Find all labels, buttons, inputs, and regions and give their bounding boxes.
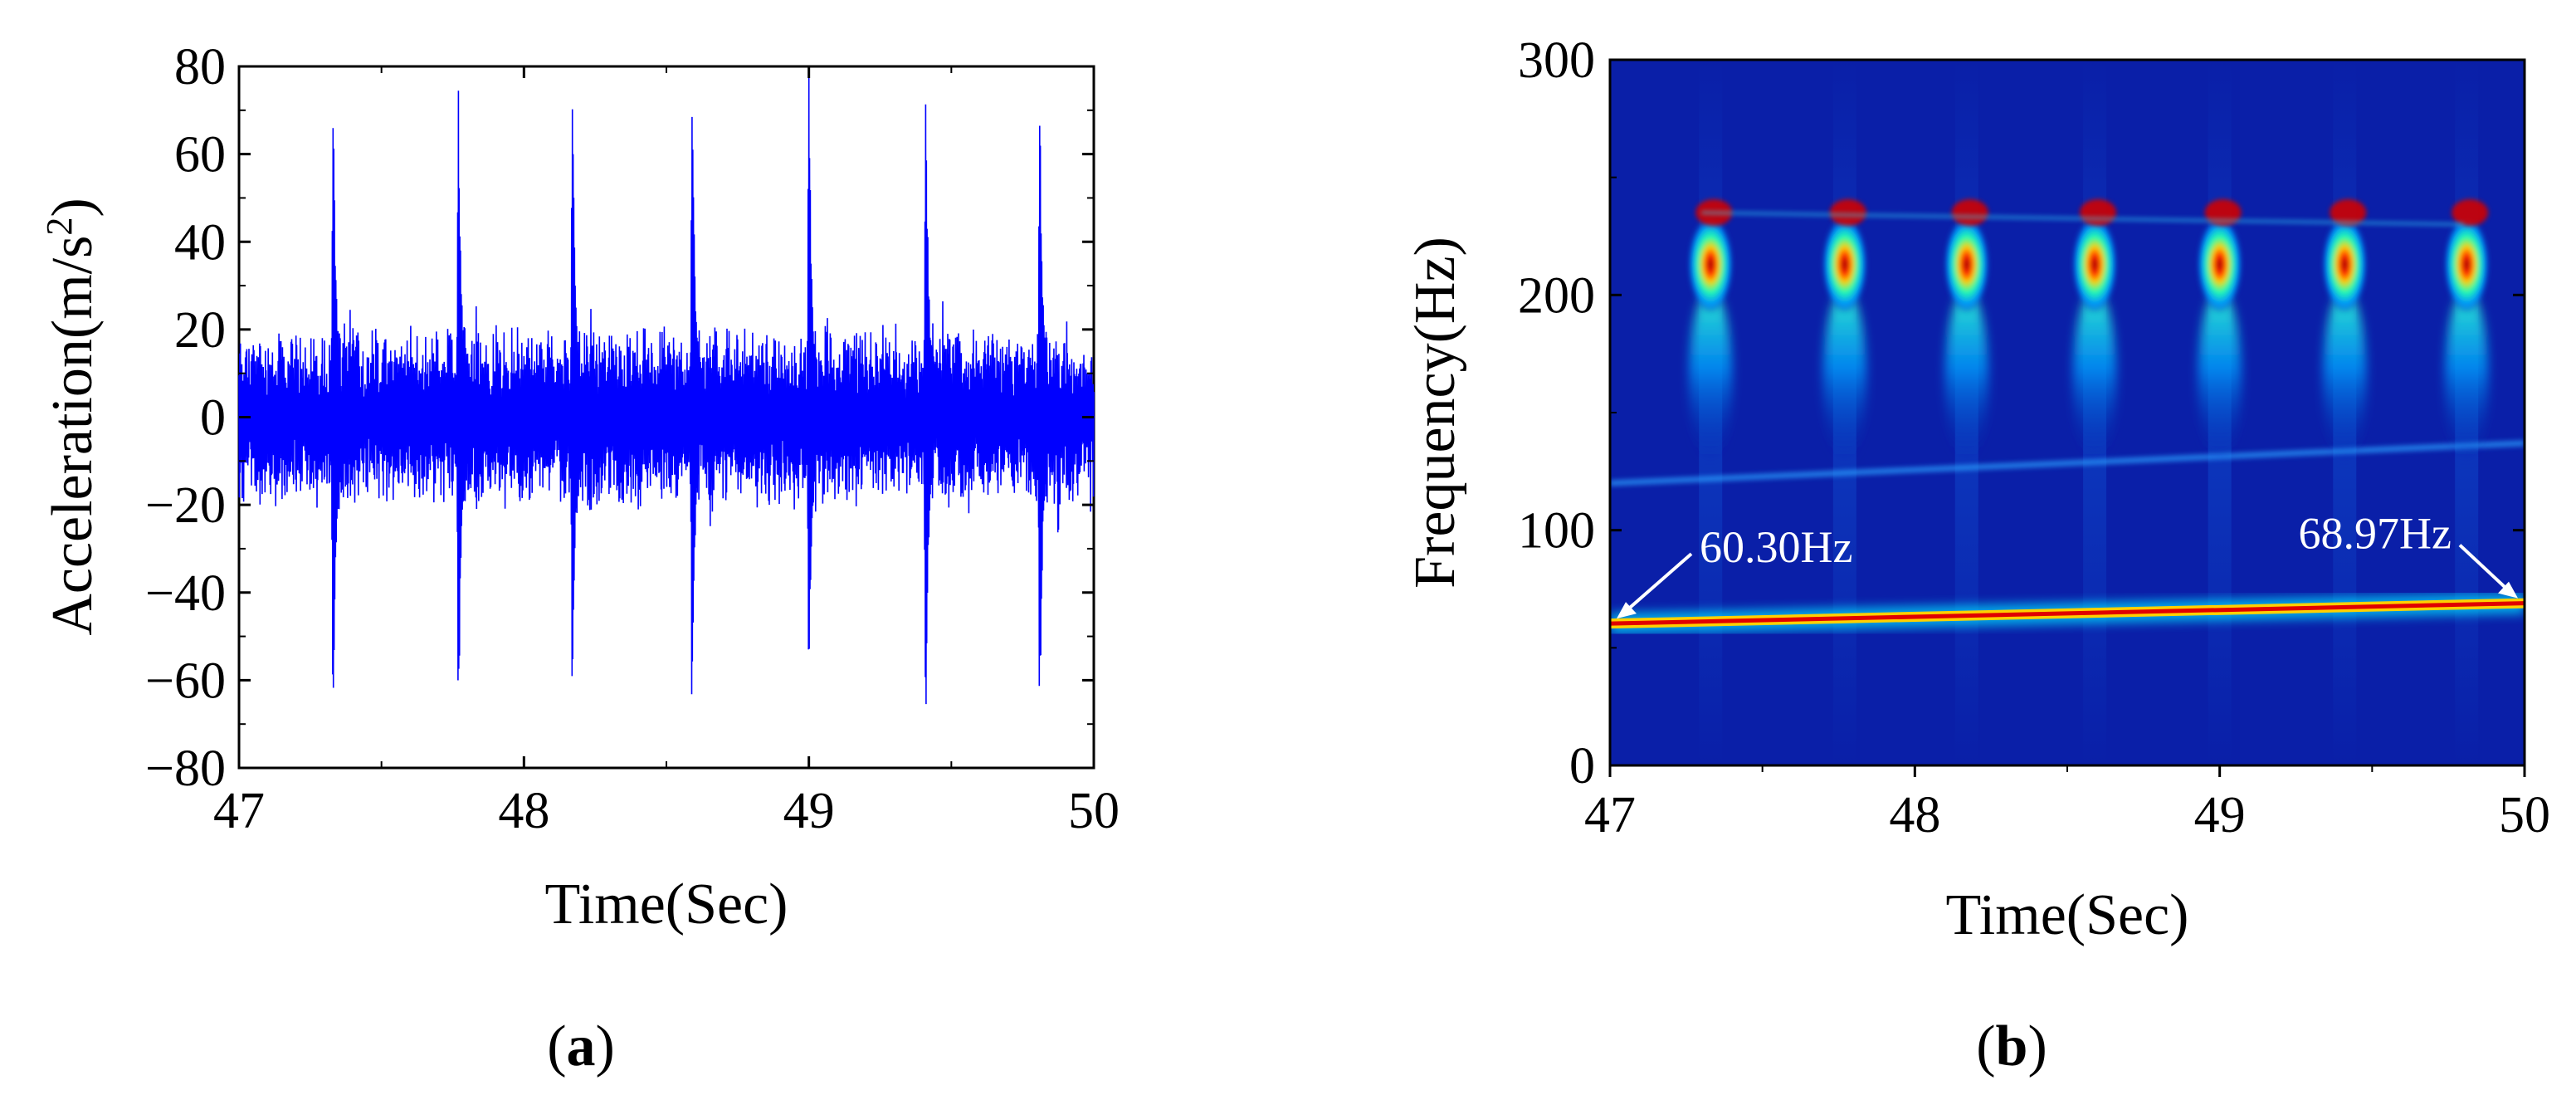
panel-b-spectrogram: 300 200 100 0 47 48 49 50 60.30Hz 68.97Hz Time(…	[1403, 32, 2550, 1078]
high-band-trace	[1701, 211, 2464, 227]
impact-energy-blob	[1821, 214, 1868, 315]
impact-energy-blob	[2071, 214, 2119, 315]
impact-energy-tail	[2073, 290, 2117, 465]
panel-a-y-tick-label: 40	[174, 214, 226, 271]
impact-energy-peak	[1951, 199, 1988, 226]
spectrogram-marks	[1610, 60, 2525, 765]
panel-b-x-tick-label: 48	[1889, 787, 1940, 843]
panel-a-x-axis-label: Time(Sec)	[545, 873, 788, 936]
panel-a-y-tick-label: 80	[174, 39, 226, 95]
panel-b-y-tick-label: 0	[1569, 738, 1595, 794]
panel-a-y-tick-label: 20	[174, 302, 226, 359]
panel-b-x-ticks: 47 48 49 50	[1584, 765, 2550, 843]
panel-a-y-tick-label: 0	[200, 390, 226, 447]
impact-energy-blob	[2196, 214, 2243, 315]
second-harmonic-line	[1610, 440, 2525, 486]
acceleration-series-line	[238, 71, 1095, 705]
impact-energy-blob	[1943, 214, 1990, 315]
impact-energy-tail	[2198, 290, 2242, 465]
panel-a-y-tick-label: −40	[145, 565, 226, 622]
panel-b-annotations: 60.30Hz 68.97Hz	[1617, 509, 2518, 619]
panel-a-y-tick-label: 60	[174, 127, 226, 183]
panel-b-x-tick-label: 50	[2499, 787, 2550, 843]
panel-b-y-axis-label: Frequency(Hz)	[1403, 237, 1467, 589]
annotation-arrow-start	[1623, 552, 1693, 613]
impact-energy-tail	[1689, 290, 1733, 465]
panel-b-y-ticks: 300 200 100 0	[1518, 32, 2525, 794]
panel-b-caption: (b)	[1976, 1014, 2047, 1078]
impact-energy-tail	[1822, 290, 1866, 465]
panel-a-y-axis-label: Acceleration(m/s2)	[39, 198, 105, 635]
impact-energy-peak	[2452, 199, 2489, 226]
panel-a-x-tick-label: 47	[213, 783, 265, 839]
panel-a-x-tick-label: 50	[1068, 783, 1120, 839]
impact-energy-tail	[2323, 290, 2367, 465]
panel-b-y-tick-label: 300	[1518, 32, 1595, 89]
panel-a-x-tick-label: 49	[783, 783, 835, 839]
panel-b-x-tick-label: 47	[1584, 787, 1636, 843]
panel-b-y-tick-label: 200	[1518, 267, 1595, 324]
panel-b-y-tick-label: 100	[1518, 503, 1595, 560]
panel-a-y-tick-label: −20	[145, 477, 226, 534]
annotation-end-frequency: 68.97Hz	[2299, 509, 2452, 559]
panel-a-y-ticks: 80 60 40 20 0 −20 −40 −60 −80	[145, 39, 1094, 797]
impact-energy-blob	[1687, 214, 1734, 315]
impact-energy-blob	[2321, 214, 2369, 315]
impact-energy-peak	[2330, 199, 2367, 226]
impact-energy-peak	[2080, 199, 2117, 226]
panel-b-x-axis-label: Time(Sec)	[1946, 883, 2189, 947]
panel-a-x-ticks: 47 48 49 50	[213, 66, 1120, 839]
spectrogram-background	[1610, 60, 2525, 765]
annotation-arrowhead-start	[1617, 602, 1637, 619]
panel-b-x-tick-label: 49	[2194, 787, 2246, 843]
impact-energy-tail	[2445, 290, 2489, 465]
annotation-arrowhead-end	[2498, 581, 2518, 599]
panel-a-caption: (a)	[547, 1014, 615, 1078]
annotation-arrow-end	[2458, 544, 2511, 594]
impact-energy-blob	[2443, 214, 2491, 315]
panel-a-time-series: 80 60 40 20 0 −20 −40 −60 −80 47 48 49 50 Time(Sec)…	[39, 39, 1120, 1078]
annotation-start-frequency: 60.30Hz	[1700, 522, 1852, 572]
panel-a-x-tick-label: 48	[498, 783, 549, 839]
impact-energy-tail	[1944, 290, 1988, 465]
impact-energy-peak	[1829, 199, 1866, 226]
panel-a-y-tick-label: −80	[145, 741, 226, 797]
fundamental-frequency-line	[1610, 601, 2525, 626]
panel-a-y-tick-label: −60	[145, 653, 226, 709]
